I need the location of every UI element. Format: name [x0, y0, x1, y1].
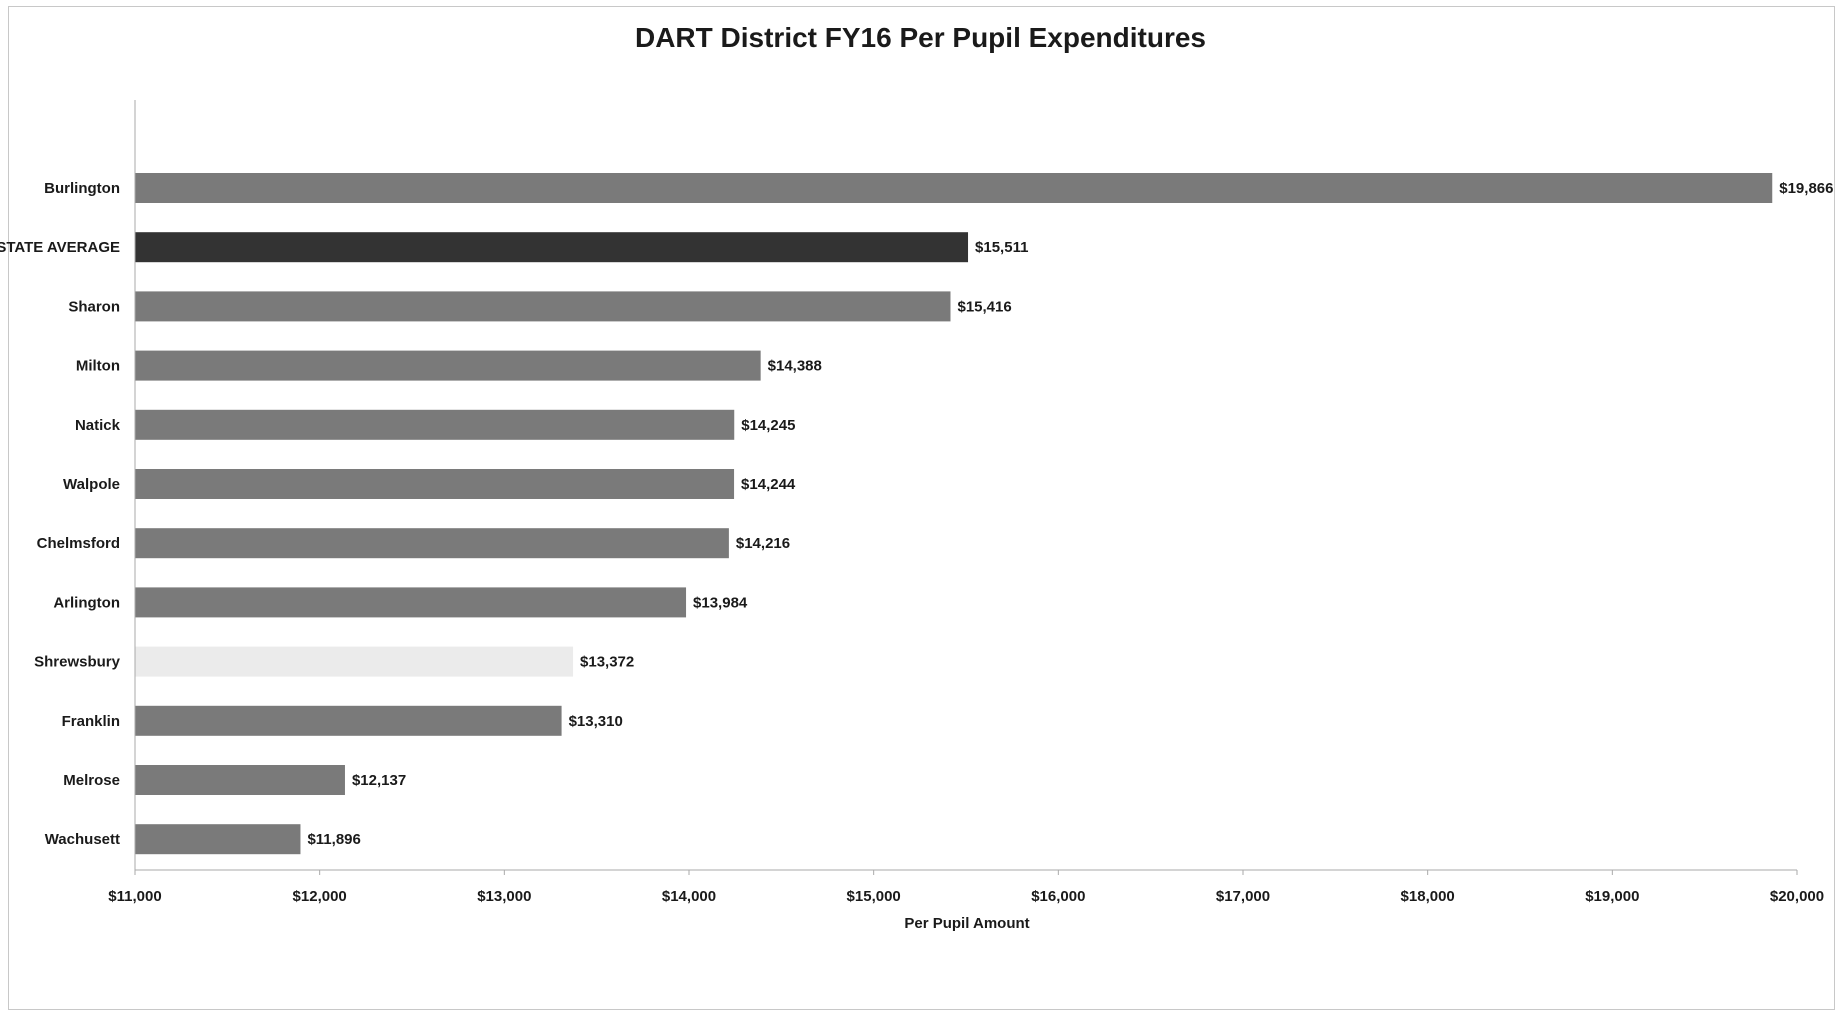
- value-label-state-average: $15,511: [975, 239, 1028, 256]
- bar-walpole: [135, 469, 735, 499]
- category-label-arlington: Arlington: [53, 594, 120, 611]
- x-tick-label: $19,000: [1585, 888, 1639, 905]
- value-label-natick: $14,245: [741, 417, 795, 434]
- x-tick-label: $12,000: [293, 888, 347, 905]
- category-label-natick: Natick: [75, 417, 121, 434]
- bar-burlington: [135, 173, 1773, 203]
- bar-wachusett: [135, 824, 301, 855]
- x-tick-label: $11,000: [108, 888, 161, 905]
- bar-sharon: [135, 291, 951, 322]
- value-label-chelmsford: $14,216: [736, 535, 790, 552]
- x-tick-label: $16,000: [1031, 888, 1085, 905]
- value-label-melrose: $12,137: [352, 772, 406, 789]
- value-label-arlington: $13,984: [693, 594, 748, 611]
- labels-group: Burlington $19,866 STATE AVERAGE $15,511 Sha…: [0, 180, 1833, 905]
- value-label-shrewsbury: $13,372: [580, 654, 634, 671]
- category-label-burlington: Burlington: [44, 180, 120, 197]
- value-label-burlington: $19,866: [1779, 180, 1833, 197]
- category-label-milton: Milton: [76, 358, 120, 375]
- bar-natick: [135, 409, 735, 440]
- value-label-wachusett: $11,896: [307, 831, 360, 848]
- category-label-melrose: Melrose: [63, 772, 120, 789]
- value-label-franklin: $13,310: [569, 713, 623, 730]
- value-label-sharon: $15,416: [957, 298, 1011, 315]
- x-tick-label: $13,000: [477, 888, 531, 905]
- x-tick-label: $17,000: [1216, 888, 1270, 905]
- category-label-wachusett: Wachusett: [45, 831, 120, 848]
- bar-milton: [135, 350, 761, 381]
- category-label-franklin: Franklin: [62, 713, 120, 730]
- x-tick-label: $20,000: [1770, 888, 1824, 905]
- chart-title: DART District FY16 Per Pupil Expenditure…: [634, 22, 1207, 53]
- value-label-milton: $14,388: [768, 358, 822, 375]
- bar-chelmsford: [135, 528, 729, 559]
- bar-shrewsbury: [135, 646, 574, 677]
- category-label-shrewsbury: Shrewsbury: [34, 654, 121, 671]
- category-label-sharon: Sharon: [68, 298, 120, 315]
- axes-group: [134, 100, 1798, 875]
- bar-franklin: [135, 705, 562, 736]
- bar-arlington: [135, 587, 687, 618]
- category-label-state-average: STATE AVERAGE: [0, 239, 120, 256]
- bars-group: [135, 173, 1773, 855]
- x-tick-label: $14,000: [662, 888, 716, 905]
- bar-melrose: [135, 765, 345, 795]
- value-label-walpole: $14,244: [741, 476, 796, 493]
- category-label-walpole: Walpole: [63, 476, 120, 493]
- x-axis-title: Per Pupil Amount: [904, 915, 1029, 932]
- x-tick-label: $18,000: [1401, 888, 1455, 905]
- category-label-chelmsford: Chelmsford: [37, 535, 120, 552]
- bar-state-average: [135, 232, 969, 263]
- x-tick-label: $15,000: [847, 888, 901, 905]
